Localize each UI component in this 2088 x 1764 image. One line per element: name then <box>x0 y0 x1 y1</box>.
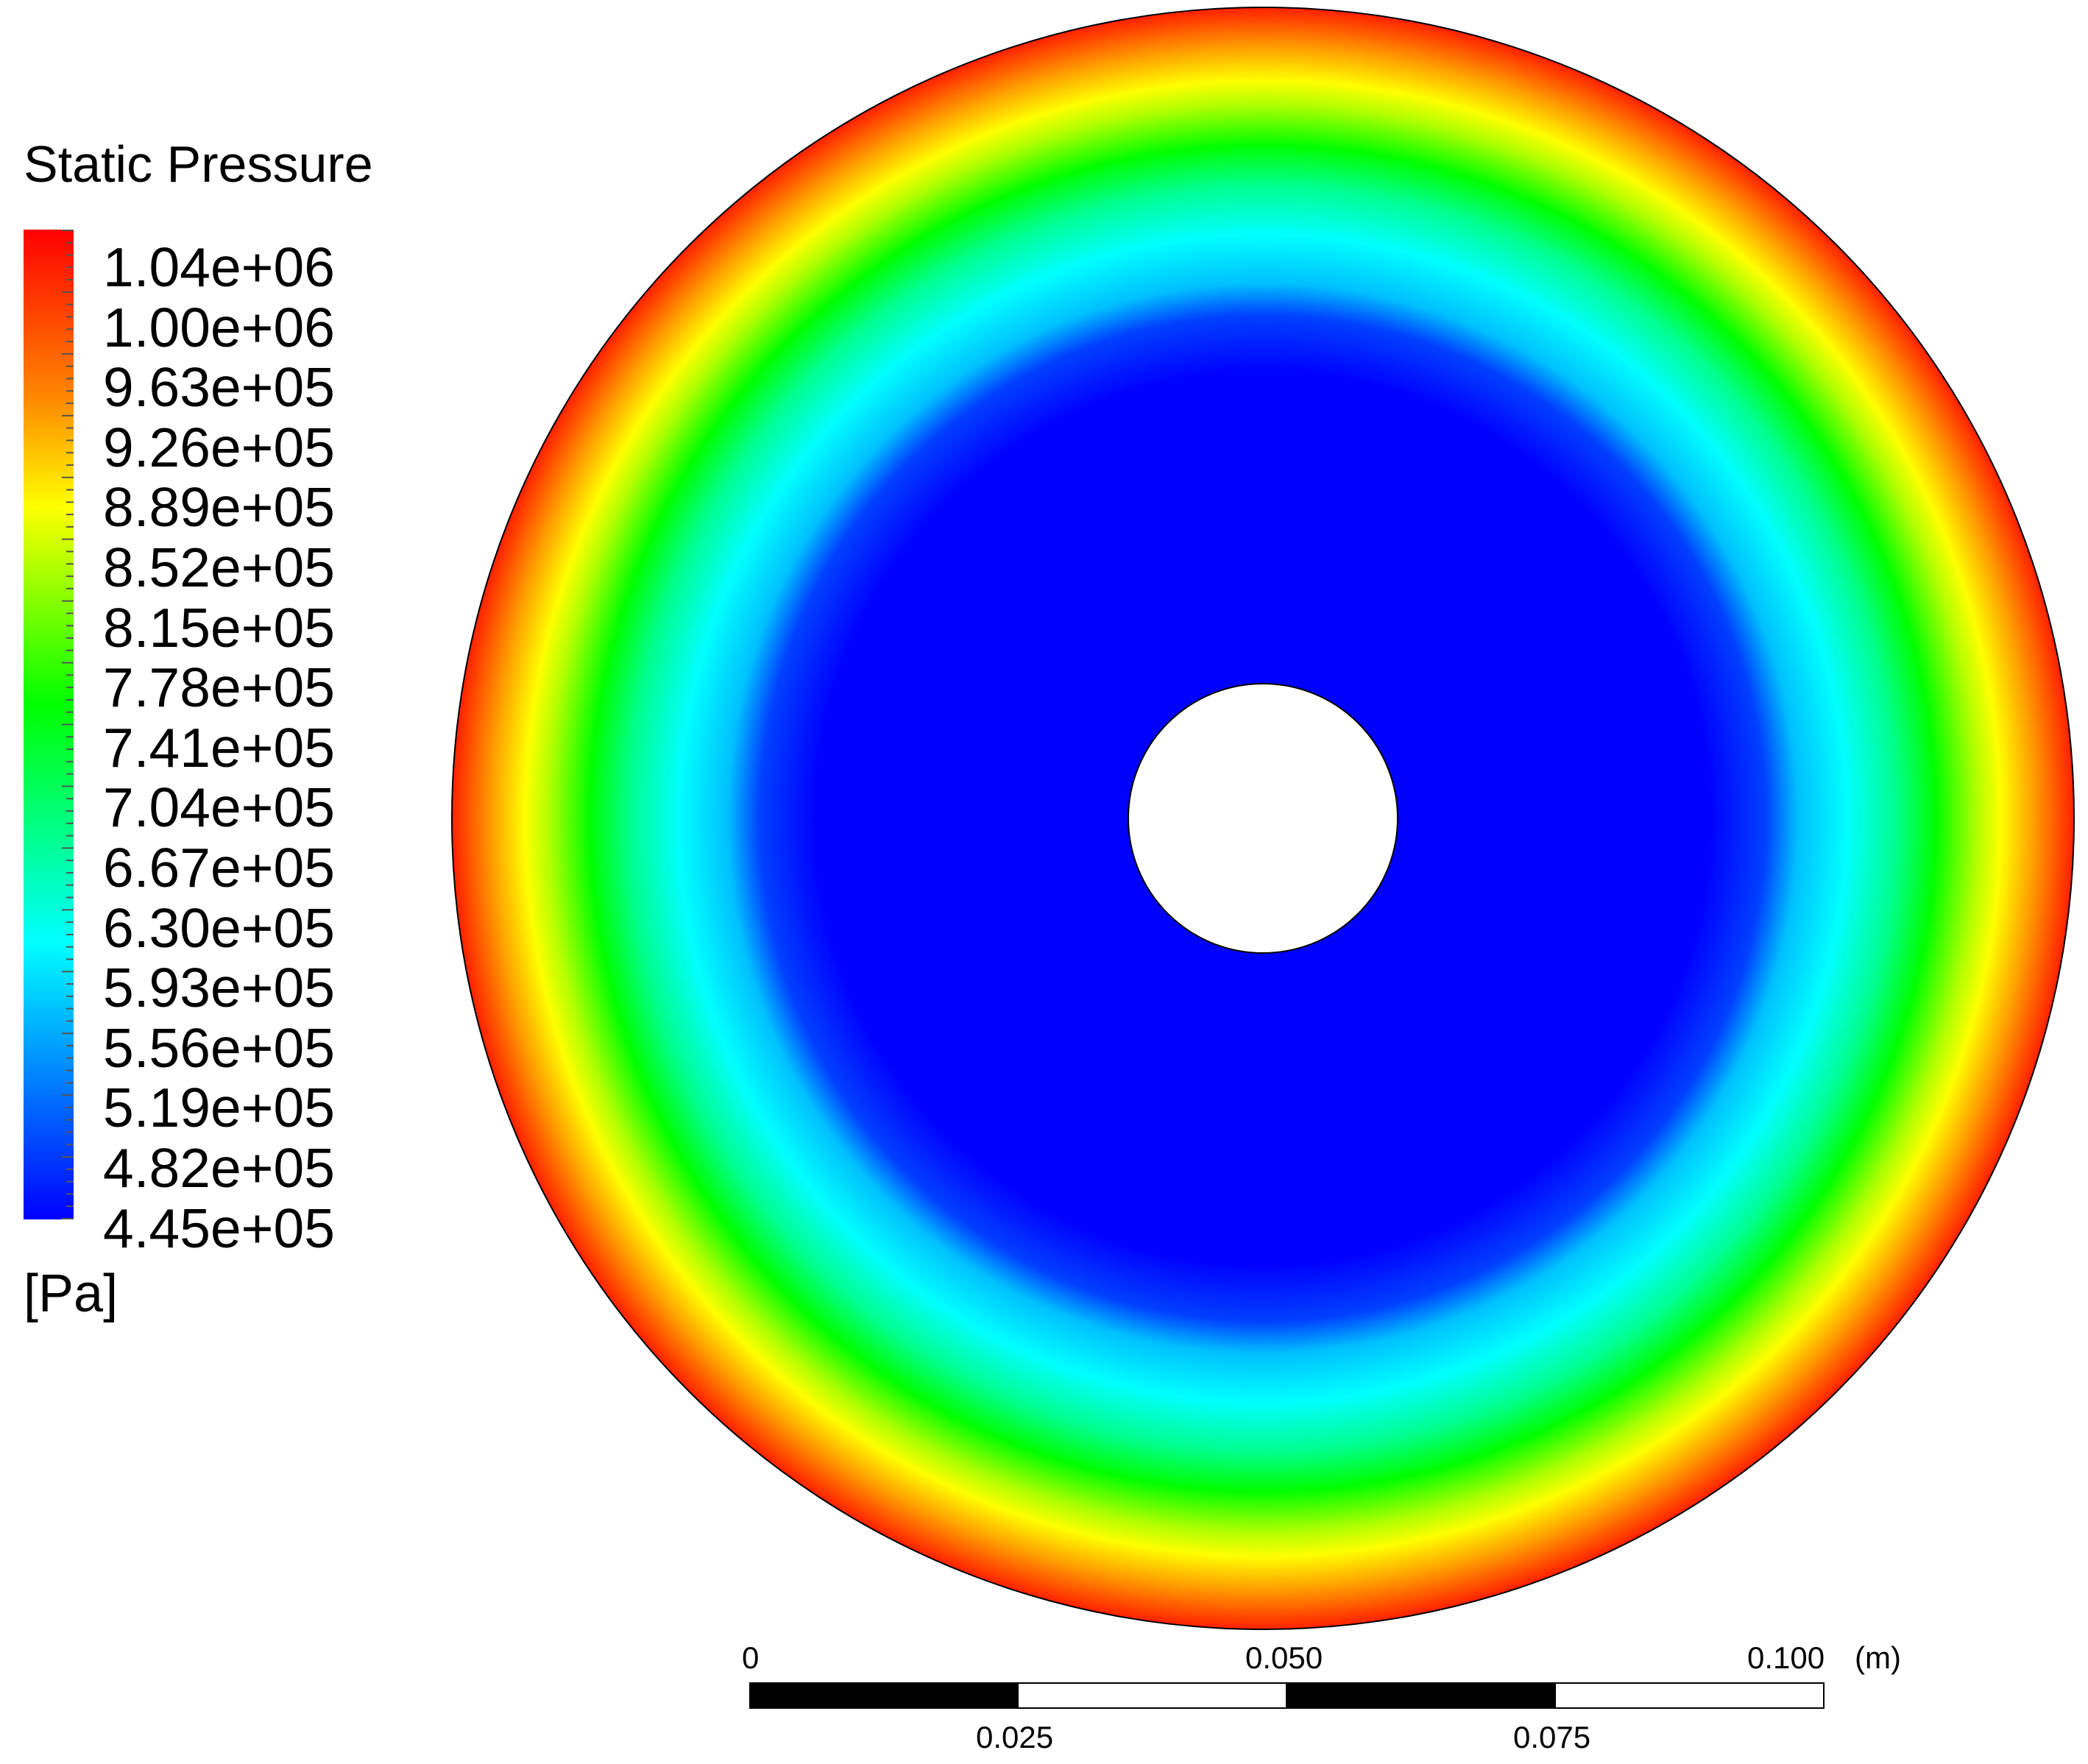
scale-segment-2 <box>1017 1682 1287 1709</box>
legend-tick-label: 1.00e+06 <box>103 296 335 358</box>
legend-tick-label: 1.04e+06 <box>103 236 335 298</box>
legend-tick-label: 4.45e+05 <box>103 1197 335 1259</box>
legend-tick-label: 6.30e+05 <box>103 896 335 959</box>
scale-segment-4 <box>1554 1682 1825 1709</box>
legend-tick-label: 7.78e+05 <box>103 656 335 719</box>
scale-segment-3 <box>1286 1682 1556 1709</box>
legend-tick-label: 9.26e+05 <box>103 416 335 478</box>
legend-title: Static Pressure <box>24 135 373 193</box>
legend-tick-label: 5.56e+05 <box>103 1016 335 1079</box>
scale-label-0.050: 0.050 <box>1245 1640 1323 1675</box>
inner-hole <box>1128 683 1398 954</box>
scale-label-0.025: 0.025 <box>976 1720 1054 1754</box>
legend-tick-label: 8.52e+05 <box>103 536 335 598</box>
legend-tick-label: 8.15e+05 <box>103 596 335 659</box>
legend-tick-label: 9.63e+05 <box>103 356 335 419</box>
scale-label-0: 0 <box>742 1640 760 1675</box>
legend-unit: [Pa] <box>24 1264 118 1323</box>
legend-labels: 1.04e+06 1.00e+06 9.63e+05 9.26e+05 8.89e+05… <box>103 0 397 1764</box>
scale-label-0.100: 0.100 <box>1747 1640 1825 1675</box>
legend-tick-label: 8.89e+05 <box>103 476 335 539</box>
colorbar-ticks <box>62 230 74 1219</box>
legend-tick-label: 6.67e+05 <box>103 837 335 899</box>
legend-tick-label: 5.93e+05 <box>103 957 335 1019</box>
scale-unit: (m) <box>1855 1640 1901 1675</box>
legend-tick-label: 5.19e+05 <box>103 1077 335 1139</box>
scale-segment-1 <box>749 1682 1019 1709</box>
legend-tick-label: 7.04e+05 <box>103 776 335 839</box>
scale-label-0.075: 0.075 <box>1513 1720 1591 1754</box>
colorbar <box>24 230 74 1219</box>
legend-tick-label: 7.41e+05 <box>103 716 335 779</box>
legend-tick-label: 4.82e+05 <box>103 1137 335 1199</box>
scale-bar <box>749 1682 1825 1709</box>
